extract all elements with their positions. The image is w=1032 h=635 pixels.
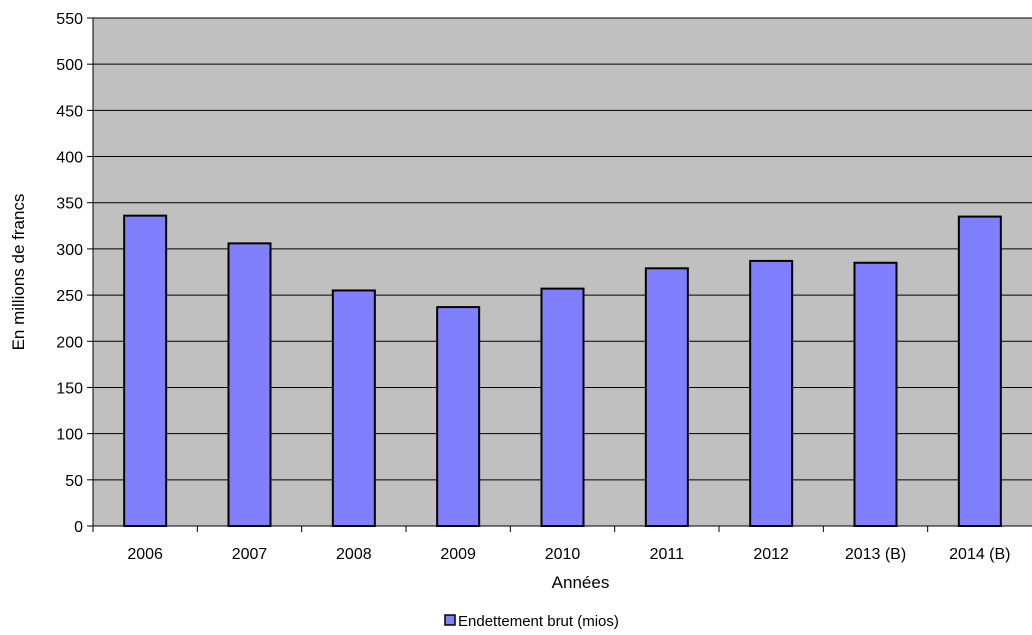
x-axis-title: Années [552,573,610,592]
y-tick-labels: 0 50 100 150 200 250 300 350 400 450 500 550 [56,11,83,536]
bar [853,261,898,527]
bar [331,289,376,527]
y-tick-label: 0 [74,519,83,536]
legend-swatch [444,614,456,626]
x-tick-labels: 2006 2007 2008 2009 2010 2011 2012 2013 (B) 2014… [127,546,1010,563]
x-tick-label: 2010 [545,546,581,563]
y-tick-label: 100 [56,427,83,444]
legend: Endettement brut (mios) [444,613,619,630]
x-tick-label: 2008 [336,546,372,563]
y-tick-label: 400 [56,150,83,167]
x-tick-label: 2014 (B) [949,546,1010,563]
x-tick-label: 2011 [650,546,685,563]
bar [957,215,1002,527]
x-tick-label: 2013 (B) [845,546,906,563]
y-tick-label: 450 [56,103,83,120]
y-axis-title: En millions de francs [9,194,28,351]
y-tick-label: 550 [56,11,83,28]
y-tick-label: 200 [56,334,83,351]
y-tick-label: 300 [56,242,83,259]
y-tick-label: 350 [56,196,83,213]
bar [540,287,585,527]
bar [644,267,689,527]
bar [227,242,272,527]
bar [436,306,481,527]
bar [123,214,168,528]
axes [87,17,1032,532]
bars [123,214,1002,528]
legend-label: Endettement brut (mios) [458,613,619,630]
y-tick-label: 150 [56,380,83,397]
y-tick-label: 250 [56,288,83,305]
y-tick-label: 50 [65,473,83,490]
x-tick-label: 2007 [232,546,268,563]
bar [749,259,794,527]
x-tick-label: 2012 [753,546,789,563]
x-tick-label: 2006 [127,546,163,563]
x-tick-label: 2009 [440,546,476,563]
y-tick-label: 500 [56,57,83,74]
